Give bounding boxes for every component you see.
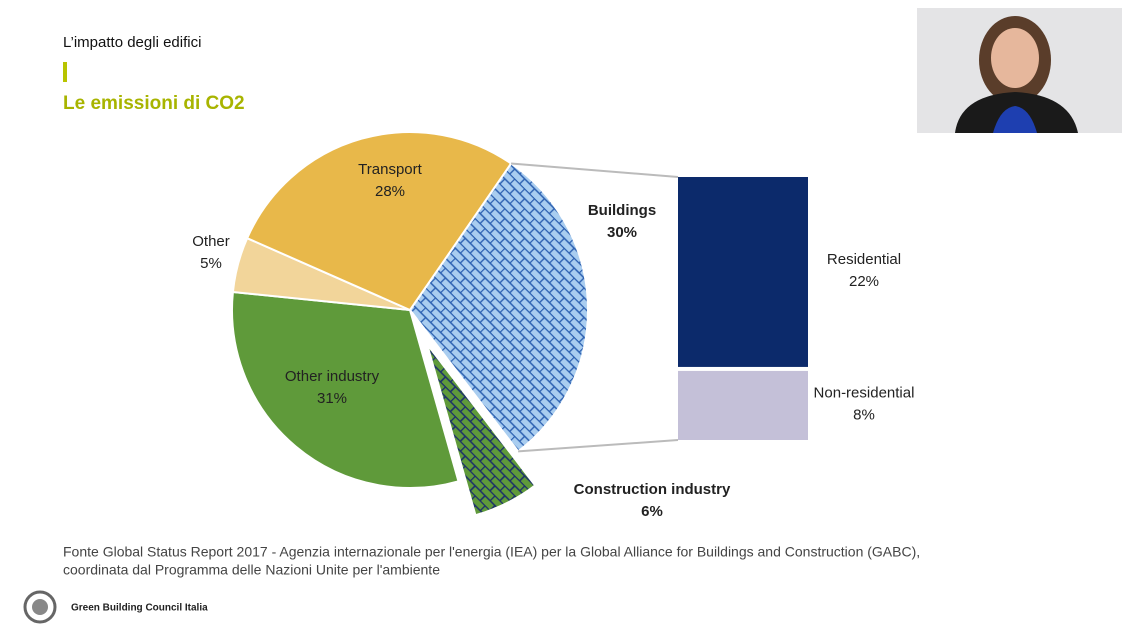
kicker: L’impatto degli edifici xyxy=(63,34,201,51)
logo xyxy=(32,599,48,615)
breakdown-label: Residential xyxy=(827,251,901,268)
connector xyxy=(518,439,679,453)
breakdown-label: Non-residential xyxy=(814,384,915,401)
pie-slice xyxy=(408,162,589,453)
connector xyxy=(510,162,679,178)
slice-label: Other industry xyxy=(285,368,380,385)
source-line: Fonte Global Status Report 2017 - Agenzi… xyxy=(63,544,920,560)
pie-slice xyxy=(245,131,513,312)
pie-slice xyxy=(231,290,460,489)
slice-value-label: 31% xyxy=(317,390,347,407)
slice-label: Buildings xyxy=(588,202,656,219)
slice-value-label: 30% xyxy=(607,224,637,241)
slice-label: Construction industry xyxy=(574,481,731,498)
source-line: coordinata dal Programma delle Nazioni U… xyxy=(63,562,440,578)
chart: Buildings 30% Construction industry 6% Other… xyxy=(192,131,915,520)
breakdown-bar xyxy=(678,177,808,367)
slice-value-label: 6% xyxy=(641,503,663,520)
accent-bar xyxy=(63,62,67,82)
breakdown-value-label: 22% xyxy=(849,273,879,290)
organization: Green Building Council Italia xyxy=(71,603,208,614)
breakdown-value-label: 8% xyxy=(853,406,875,423)
slice-value-label: 28% xyxy=(375,183,405,200)
webcam xyxy=(917,8,1122,133)
pie-slice xyxy=(426,343,537,517)
title: Le emissioni di CO2 xyxy=(63,93,245,114)
slice-label: Other xyxy=(192,233,230,250)
slice-value-label: 5% xyxy=(200,255,222,272)
slice-label: Transport xyxy=(358,161,422,178)
breakdown-bar xyxy=(678,370,808,440)
